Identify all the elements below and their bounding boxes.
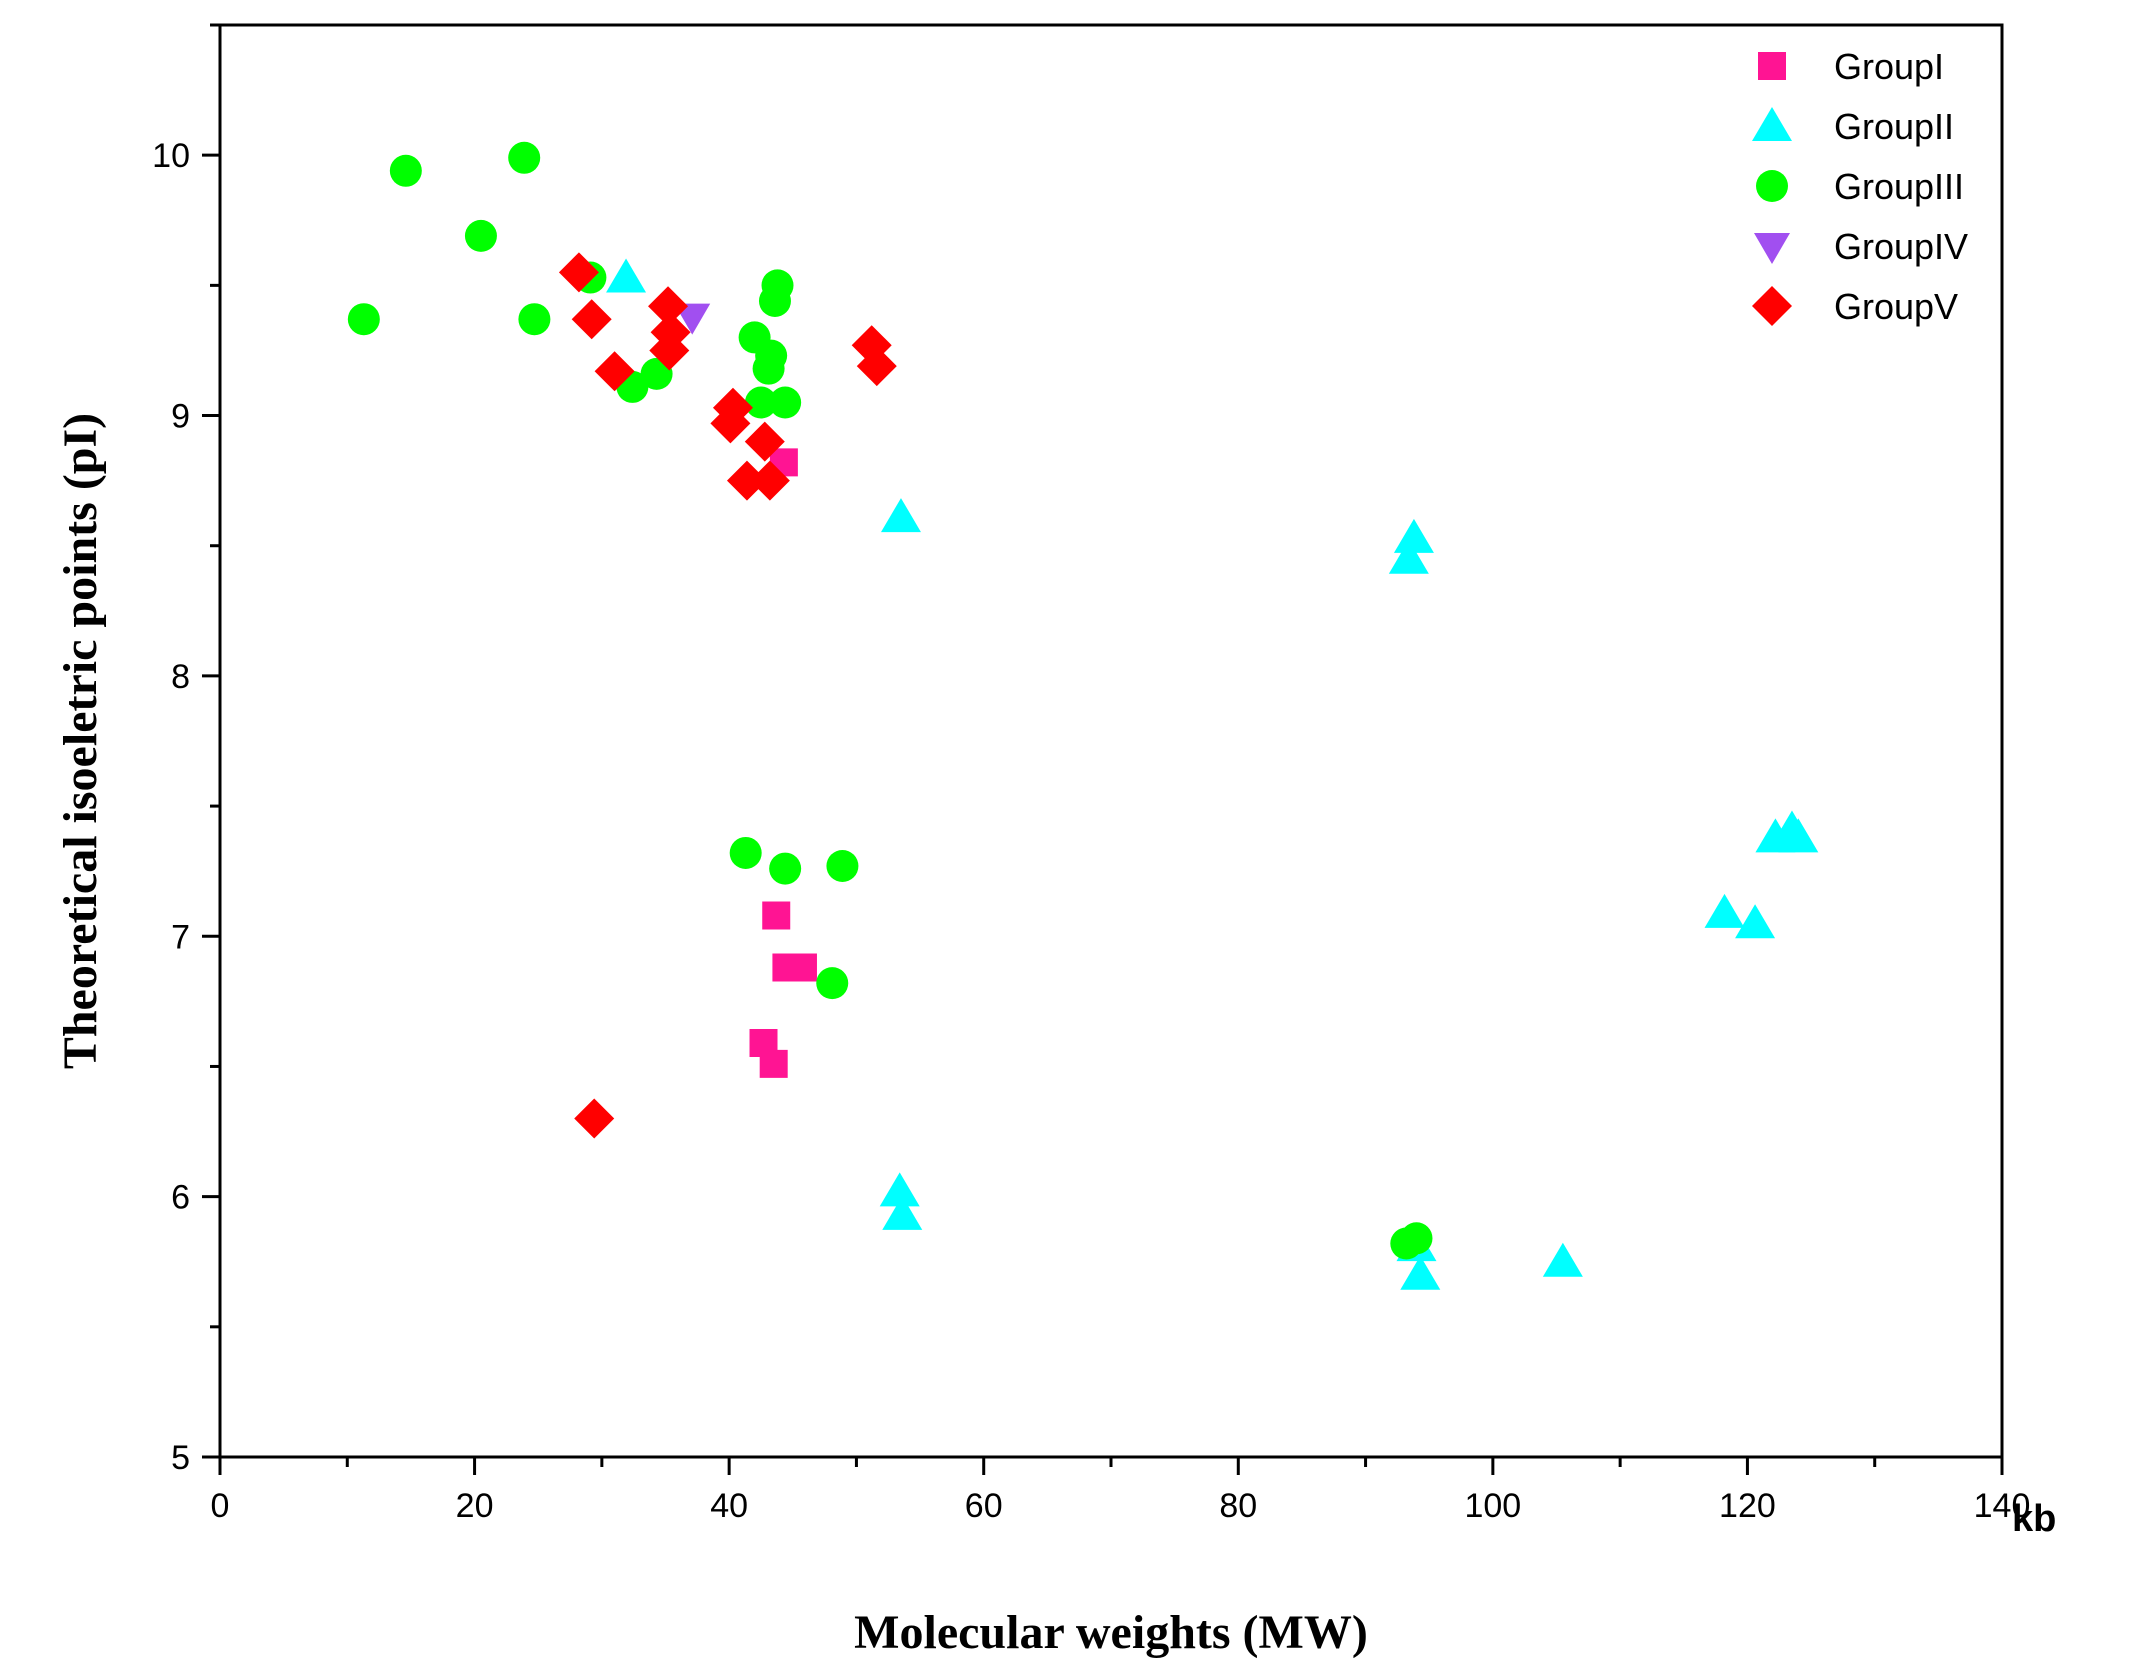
x-tick-label: 140: [1974, 1487, 2031, 1525]
point-groupiii: [816, 967, 849, 1000]
x-axis: 0 20 40 60 80 100 120 140: [211, 1457, 2031, 1525]
point-groupii: [1704, 893, 1745, 928]
legend-marker-groupi: [1758, 52, 1786, 80]
point-groupiii: [508, 141, 541, 174]
point-groupii: [1542, 1242, 1583, 1277]
y-axis: 5 6 7 8 9 10: [152, 23, 220, 1477]
point-groupiii: [752, 352, 785, 385]
x-tick-label: 0: [211, 1487, 230, 1525]
x-axis-title: Molecular weights (MW): [854, 1606, 1368, 1659]
point-groupiii: [744, 386, 777, 419]
point-groupv: [744, 421, 785, 462]
point-groupiii: [518, 303, 551, 336]
legend-marker-groupiii: [1756, 170, 1788, 202]
y-tick-label: 6: [171, 1179, 190, 1217]
legend-marker-groupii: [1752, 107, 1792, 141]
point-groupi: [762, 901, 791, 930]
x-tick-label: 80: [1219, 1487, 1257, 1525]
point-groupii: [879, 1172, 920, 1207]
data-points: [347, 141, 1819, 1290]
point-groupii: [1393, 518, 1434, 553]
legend-label-groupi: GroupI: [1834, 46, 1944, 87]
legend-label-groupiv: GroupIV: [1834, 226, 1968, 267]
point-groupi: [759, 1049, 788, 1078]
point-groupv: [594, 351, 635, 392]
point-groupv: [710, 403, 751, 444]
point-groupi: [788, 953, 817, 982]
point-groupv: [574, 1098, 615, 1139]
legend-marker-groupiv: [1754, 233, 1790, 264]
point-groupiii: [640, 357, 673, 390]
y-tick-label: 9: [171, 398, 190, 436]
y-tick-label: 8: [171, 658, 190, 696]
point-groupii: [880, 498, 921, 533]
point-groupii: [1778, 818, 1819, 853]
y-axis-title: Theoretical isoeletric points (pI): [54, 413, 107, 1069]
legend-label-groupiii: GroupIII: [1834, 166, 1964, 207]
point-groupiii: [769, 386, 802, 419]
point-groupv: [726, 460, 767, 501]
point-groupiii: [769, 852, 802, 885]
point-groupiii: [761, 269, 794, 302]
point-groupiv: [674, 303, 711, 335]
point-groupii: [882, 1195, 923, 1230]
y-tick-label: 5: [171, 1439, 190, 1477]
x-tick-label: 100: [1464, 1487, 1521, 1525]
x-tick-label: 120: [1719, 1487, 1776, 1525]
point-groupiii: [1400, 1222, 1433, 1255]
point-groupv: [648, 286, 689, 327]
point-groupiii: [464, 219, 497, 252]
legend-label-groupii: GroupII: [1834, 106, 1954, 147]
legend-marker-groupv: [1752, 286, 1792, 326]
x-tick-label: 60: [965, 1487, 1003, 1525]
y-tick-label: 7: [171, 918, 190, 956]
point-groupiii: [729, 836, 762, 869]
point-groupii: [1388, 539, 1429, 574]
x-tick-label: 20: [456, 1487, 494, 1525]
point-groupv: [571, 299, 612, 340]
x-unit-label: kb: [2012, 1498, 2056, 1540]
legend: GroupI GroupII GroupIII GroupIV GroupV: [1752, 46, 1968, 327]
point-groupii: [1400, 1255, 1441, 1290]
point-groupiii: [347, 303, 380, 336]
point-groupiii: [826, 849, 859, 882]
point-groupv: [749, 460, 790, 501]
point-groupv: [558, 252, 599, 293]
x-tick-label: 40: [710, 1487, 748, 1525]
point-groupii: [606, 258, 647, 293]
point-groupii: [1735, 904, 1776, 939]
point-groupv: [649, 330, 690, 371]
point-groupv: [856, 346, 897, 387]
legend-label-groupv: GroupV: [1834, 286, 1958, 327]
point-groupiii: [389, 154, 422, 187]
y-tick-label: 10: [152, 137, 190, 175]
